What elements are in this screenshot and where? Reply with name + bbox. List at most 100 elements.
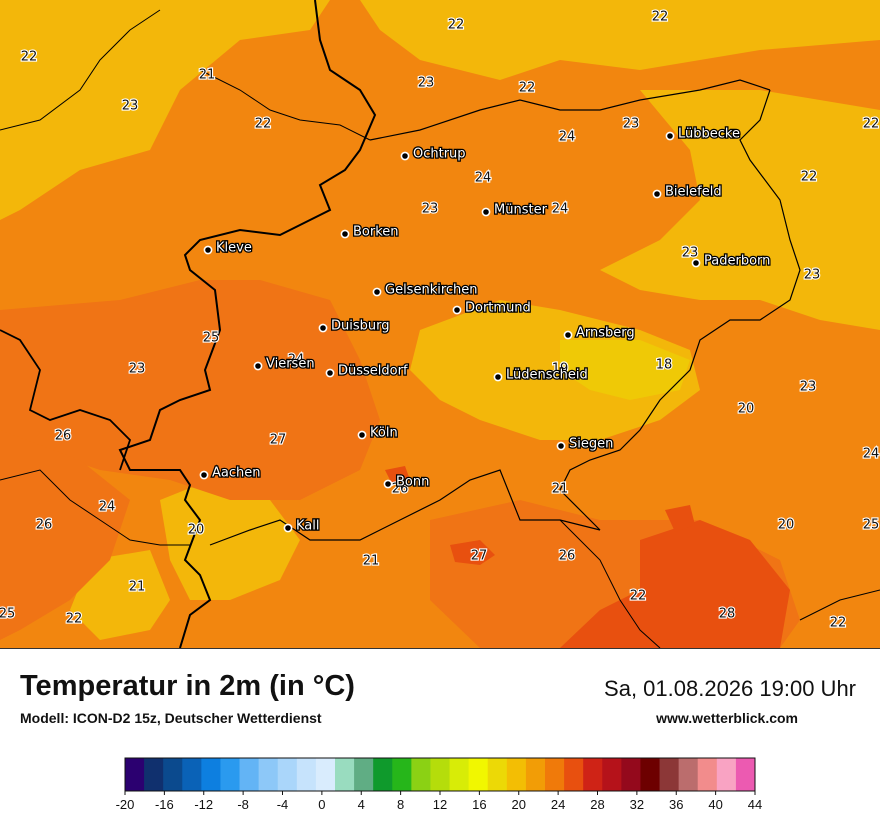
city-marker[interactable]: Düsseldorf (325, 362, 409, 380)
legend-tick-label: -8 (237, 797, 249, 812)
city-dot (493, 372, 503, 382)
zone-southeast-hot (560, 520, 790, 648)
city-marker[interactable]: Lüdenscheid (493, 366, 589, 384)
city-marker[interactable]: Aachen (199, 464, 262, 482)
legend-swatch (296, 758, 317, 791)
city-marker[interactable]: Bielefeld (652, 183, 723, 201)
temperature-value: 23 (682, 246, 699, 261)
city-name: Paderborn (704, 254, 770, 269)
city-marker[interactable]: Ochtrup (400, 145, 467, 163)
legend-swatch (315, 758, 336, 791)
legend-tick-label: -12 (194, 797, 213, 812)
legend-tick-label: 0 (318, 797, 325, 812)
legend-swatch (659, 758, 680, 791)
temperature-map[interactable]: 22 22 22 22 21 23 23 22 22 23 22 24 24 23 23 24 23 23 25 24… (0, 0, 880, 649)
temperature-value: 23 (800, 380, 817, 395)
city-dot (383, 479, 393, 489)
temperature-value: 26 (55, 429, 72, 444)
state-border-east (559, 89, 801, 531)
boundary-lines (0, 0, 880, 648)
city-marker[interactable]: Köln (357, 424, 399, 442)
zone-hot-spot-1 (450, 540, 495, 565)
legend-swatch (125, 758, 145, 791)
region-border-4 (559, 519, 661, 648)
legend-swatch (506, 758, 527, 791)
temperature-value: 23 (804, 268, 821, 283)
temperature-labels: 22 22 22 22 21 23 23 22 22 23 22 24 24 23 23 24 23 23 25 24… (0, 8, 880, 631)
zone-sauerland-core (560, 340, 690, 400)
legend-tick-label: 12 (433, 797, 447, 812)
legend-swatch (564, 758, 584, 791)
temperature-value: 23 (422, 202, 439, 217)
city-marker[interactable]: Münster (481, 201, 549, 219)
temperature-value: 23 (129, 362, 146, 377)
city-dot (481, 207, 491, 217)
city-marker[interactable]: Bonn (383, 473, 431, 491)
city-marker[interactable]: Borken (340, 223, 400, 241)
legend-swatch (430, 758, 451, 791)
legend-swatch (449, 758, 470, 791)
region-border-1 (0, 9, 161, 131)
temperature-value: 25 (203, 331, 220, 346)
legend-swatch (487, 758, 508, 791)
legend-swatch (697, 758, 718, 791)
region-border-5 (799, 589, 880, 621)
legend-swatch (144, 758, 164, 791)
legend-swatch (640, 758, 661, 791)
city-marker[interactable]: Dortmund (452, 299, 532, 317)
city-marker[interactable]: Kleve (203, 239, 253, 257)
legend-swatch (602, 758, 622, 791)
city-dot (253, 361, 263, 371)
legend-tick-label: 16 (472, 797, 486, 812)
temperature-value: 26 (559, 549, 576, 564)
temperature-value: 20 (738, 402, 755, 417)
city-dot (665, 131, 675, 141)
temperature-value: 22 (830, 616, 847, 631)
temperature-value: 22 (652, 10, 669, 25)
city-marker[interactable]: Lübbecke (665, 125, 741, 143)
city-marker[interactable]: Siegen (556, 435, 615, 453)
legend-tick-label: 44 (748, 797, 762, 812)
legend-swatch (335, 758, 355, 791)
legend-tick-label: 4 (358, 797, 365, 812)
city-name: Bielefeld (665, 185, 722, 200)
temperature-value: 24 (475, 171, 492, 186)
city-dot (318, 323, 328, 333)
temperature-value: 20 (778, 518, 795, 533)
city-name: Gelsenkirchen (385, 283, 478, 298)
city-marker[interactable]: Duisburg (318, 317, 391, 335)
city-dot (452, 305, 462, 315)
city-marker[interactable]: Paderborn (691, 252, 772, 270)
city-dot (563, 330, 573, 340)
legend-swatch (220, 758, 241, 791)
legend-tick-label: -20 (116, 797, 135, 812)
city-name: Bonn (396, 475, 429, 490)
legend-tick-label: 28 (590, 797, 604, 812)
city-dot (199, 470, 209, 480)
temperature-value: 26 (392, 482, 409, 497)
zone-hot-spot-2 (665, 505, 695, 532)
city-marker[interactable]: Arnsberg (563, 324, 636, 342)
legend-tick-label: 32 (630, 797, 644, 812)
temperature-value: 24 (288, 353, 305, 368)
legend-tick-label: 20 (512, 797, 526, 812)
legend-swatch (239, 758, 260, 791)
legend-swatch (201, 758, 221, 791)
temperature-value: 22 (519, 81, 536, 96)
temperature-value: 27 (471, 549, 488, 564)
temperature-value: 22 (66, 612, 83, 627)
city-marker[interactable]: Kall (283, 517, 321, 535)
city-marker[interactable]: Viersen (253, 355, 316, 373)
temperature-value: 24 (552, 202, 569, 217)
city-name: Köln (370, 426, 398, 441)
forecast-datetime: Sa, 01.08.2026 19:00 Uhr (604, 676, 856, 701)
city-marker[interactable]: Gelsenkirchen (372, 281, 479, 299)
model-source: Modell: ICON-D2 15z, Deutscher Wetterdie… (20, 710, 322, 726)
city-dot (556, 441, 566, 451)
legend-swatch (258, 758, 279, 791)
website-link[interactable]: www.wetterblick.com (656, 710, 798, 726)
city-name: Duisburg (331, 319, 390, 334)
city-name: Aachen (212, 466, 260, 481)
zone-west-deep (0, 430, 130, 640)
temperature-value: 22 (448, 18, 465, 33)
